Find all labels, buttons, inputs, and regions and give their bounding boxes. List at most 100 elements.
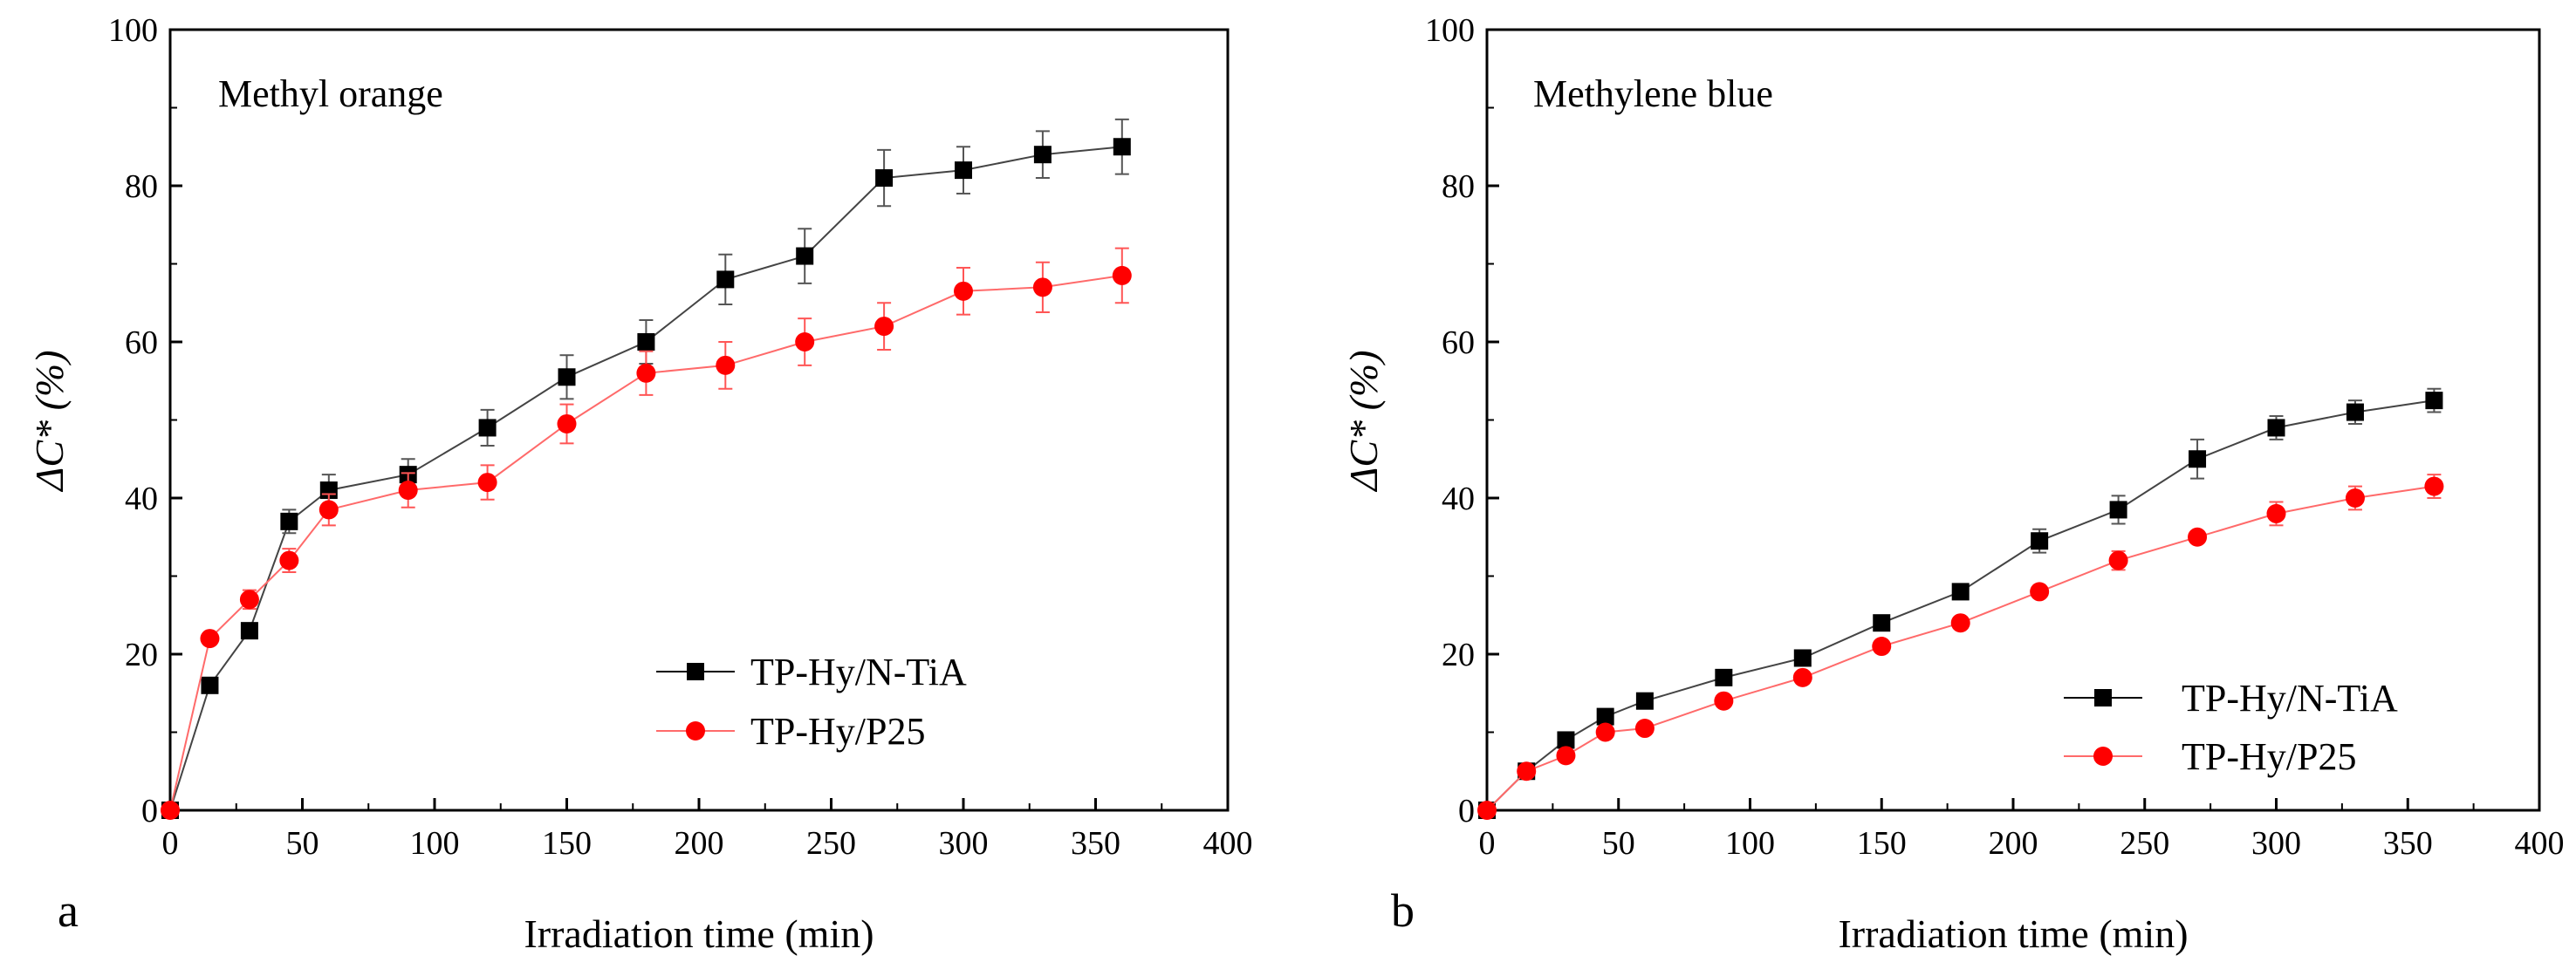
- x-tick-label: 350: [1071, 825, 1120, 862]
- x-tick-label: 100: [410, 825, 460, 862]
- legend-label-tp-hy-n-tia: TP-Hy/N-TiA: [750, 651, 967, 693]
- data-marks: [161, 118, 1132, 820]
- x-tick-label: 0: [1479, 825, 1496, 862]
- y-axis-label: ΔC* (%): [1341, 350, 1386, 492]
- chart-panel-methylene-blue: Methylene blue b Irradiation time (min) …: [1341, 12, 2565, 956]
- x-axis-label: Irradiation time (min): [524, 911, 874, 956]
- x-tick-label: 300: [939, 825, 989, 862]
- data-marks: [1477, 387, 2444, 820]
- data-point-tp-hy-n-tia: [240, 622, 258, 640]
- data-point-tp-hy-p25: [2188, 527, 2208, 547]
- data-point-tp-hy-n-tia: [1793, 649, 1812, 667]
- legend-marker-tp-hy-p25: [2093, 747, 2113, 766]
- y-tick-label: 20: [125, 637, 158, 673]
- data-point-tp-hy-p25: [1517, 761, 1537, 781]
- x-tick-label: 250: [2120, 825, 2169, 862]
- data-point-tp-hy-n-tia: [1557, 731, 1575, 749]
- data-point-tp-hy-n-tia: [2267, 419, 2285, 437]
- y-tick-label: 40: [125, 481, 158, 517]
- x-tick-label: 350: [2383, 825, 2433, 862]
- series-line-tp-hy-n-tia: [169, 146, 1122, 811]
- x-tick-label: 400: [2515, 825, 2565, 862]
- data-point-tp-hy-n-tia: [955, 161, 972, 180]
- data-point-tp-hy-p25: [954, 281, 973, 301]
- axis-ticks: 0 50 100 150 200 250 300 350 400 0 20 40 60 80 100: [108, 12, 1253, 862]
- legend-label-tp-hy-p25: TP-Hy/P25: [2182, 735, 2356, 778]
- y-tick-label: 80: [125, 168, 158, 205]
- y-tick-label: 60: [1442, 324, 1475, 361]
- data-point-tp-hy-n-tia: [716, 270, 735, 289]
- data-point-tp-hy-n-tia: [2425, 392, 2443, 410]
- data-point-tp-hy-p25: [319, 500, 339, 520]
- data-point-tp-hy-n-tia: [1715, 668, 1733, 686]
- chart-title: Methylene blue: [1533, 72, 1773, 115]
- data-point-tp-hy-n-tia: [796, 247, 814, 265]
- legend: TP-Hy/N-TiA TP-Hy/P25: [656, 651, 967, 753]
- data-point-tp-hy-p25: [398, 481, 418, 501]
- data-point-tp-hy-p25: [279, 550, 299, 570]
- legend-label-tp-hy-n-tia: TP-Hy/N-TiA: [2182, 677, 2398, 720]
- data-point-tp-hy-n-tia: [637, 333, 655, 351]
- y-tick-label: 100: [108, 12, 158, 49]
- y-tick-label: 40: [1442, 481, 1475, 517]
- plot-frame: [168, 28, 1230, 812]
- data-point-tp-hy-p25: [1556, 746, 1576, 766]
- data-point-tp-hy-p25: [1032, 277, 1052, 297]
- data-point-tp-hy-n-tia: [2109, 501, 2127, 519]
- data-point-tp-hy-p25: [1792, 667, 1812, 687]
- x-tick-label: 150: [1857, 825, 1907, 862]
- data-point-tp-hy-n-tia: [558, 368, 576, 386]
- y-axis-label: ΔC* (%): [27, 350, 72, 492]
- data-point-tp-hy-p25: [2345, 488, 2365, 508]
- data-point-tp-hy-n-tia: [201, 676, 219, 694]
- data-point-tp-hy-p25: [1112, 265, 1132, 285]
- data-point-tp-hy-p25: [874, 317, 894, 337]
- data-point-tp-hy-n-tia: [1635, 692, 1654, 710]
- data-point-tp-hy-n-tia: [1873, 614, 1891, 632]
- legend-marker-tp-hy-n-tia: [687, 663, 704, 680]
- y-tick-label: 0: [141, 793, 158, 829]
- y-tick-label: 60: [125, 324, 158, 361]
- legend-marker-tp-hy-p25: [686, 721, 705, 741]
- data-point-tp-hy-p25: [716, 355, 736, 375]
- data-point-tp-hy-p25: [239, 590, 259, 610]
- data-point-tp-hy-p25: [1714, 691, 1734, 711]
- data-point-tp-hy-n-tia: [1951, 583, 1970, 601]
- data-point-tp-hy-p25: [1872, 637, 1892, 657]
- legend: TP-Hy/N-TiA TP-Hy/P25: [2064, 677, 2398, 778]
- data-point-tp-hy-p25: [2108, 550, 2128, 570]
- data-point-tp-hy-n-tia: [875, 169, 894, 188]
- data-point-tp-hy-n-tia: [2189, 450, 2207, 468]
- legend-marker-tp-hy-n-tia: [2094, 689, 2112, 706]
- x-tick-label: 200: [1989, 825, 2038, 862]
- data-point-tp-hy-p25: [2424, 476, 2444, 496]
- y-tick-label: 80: [1442, 168, 1475, 205]
- data-point-tp-hy-n-tia: [2031, 532, 2049, 550]
- data-point-tp-hy-p25: [1595, 722, 1615, 742]
- data-point-tp-hy-p25: [636, 363, 656, 383]
- data-point-tp-hy-n-tia: [1113, 138, 1131, 156]
- data-point-tp-hy-p25: [477, 473, 497, 493]
- x-tick-label: 150: [542, 825, 592, 862]
- x-tick-label: 50: [286, 825, 319, 862]
- data-point-tp-hy-p25: [557, 413, 577, 433]
- data-point-tp-hy-n-tia: [2346, 403, 2364, 421]
- x-tick-label: 200: [675, 825, 724, 862]
- chart-panel-methyl-orange: Methyl orange a Irradiation time (min) Δ…: [27, 12, 1253, 956]
- panel-label: a: [58, 884, 79, 937]
- panel-label: b: [1391, 884, 1415, 937]
- y-tick-label: 20: [1442, 637, 1475, 673]
- x-tick-label: 300: [2251, 825, 2301, 862]
- x-tick-label: 250: [806, 825, 856, 862]
- data-point-tp-hy-p25: [2266, 503, 2286, 523]
- x-tick-label: 0: [162, 825, 179, 862]
- data-point-tp-hy-n-tia: [1596, 707, 1614, 726]
- data-point-tp-hy-n-tia: [478, 419, 497, 437]
- axis-ticks: 0 50 100 150 200 250 300 350 400 0 20 40 60 80 100: [1425, 12, 2565, 862]
- data-point-tp-hy-p25: [161, 801, 180, 820]
- data-point-tp-hy-n-tia: [280, 512, 298, 530]
- x-tick-label: 400: [1203, 825, 1253, 862]
- data-point-tp-hy-p25: [1634, 719, 1655, 739]
- x-tick-label: 50: [1602, 825, 1635, 862]
